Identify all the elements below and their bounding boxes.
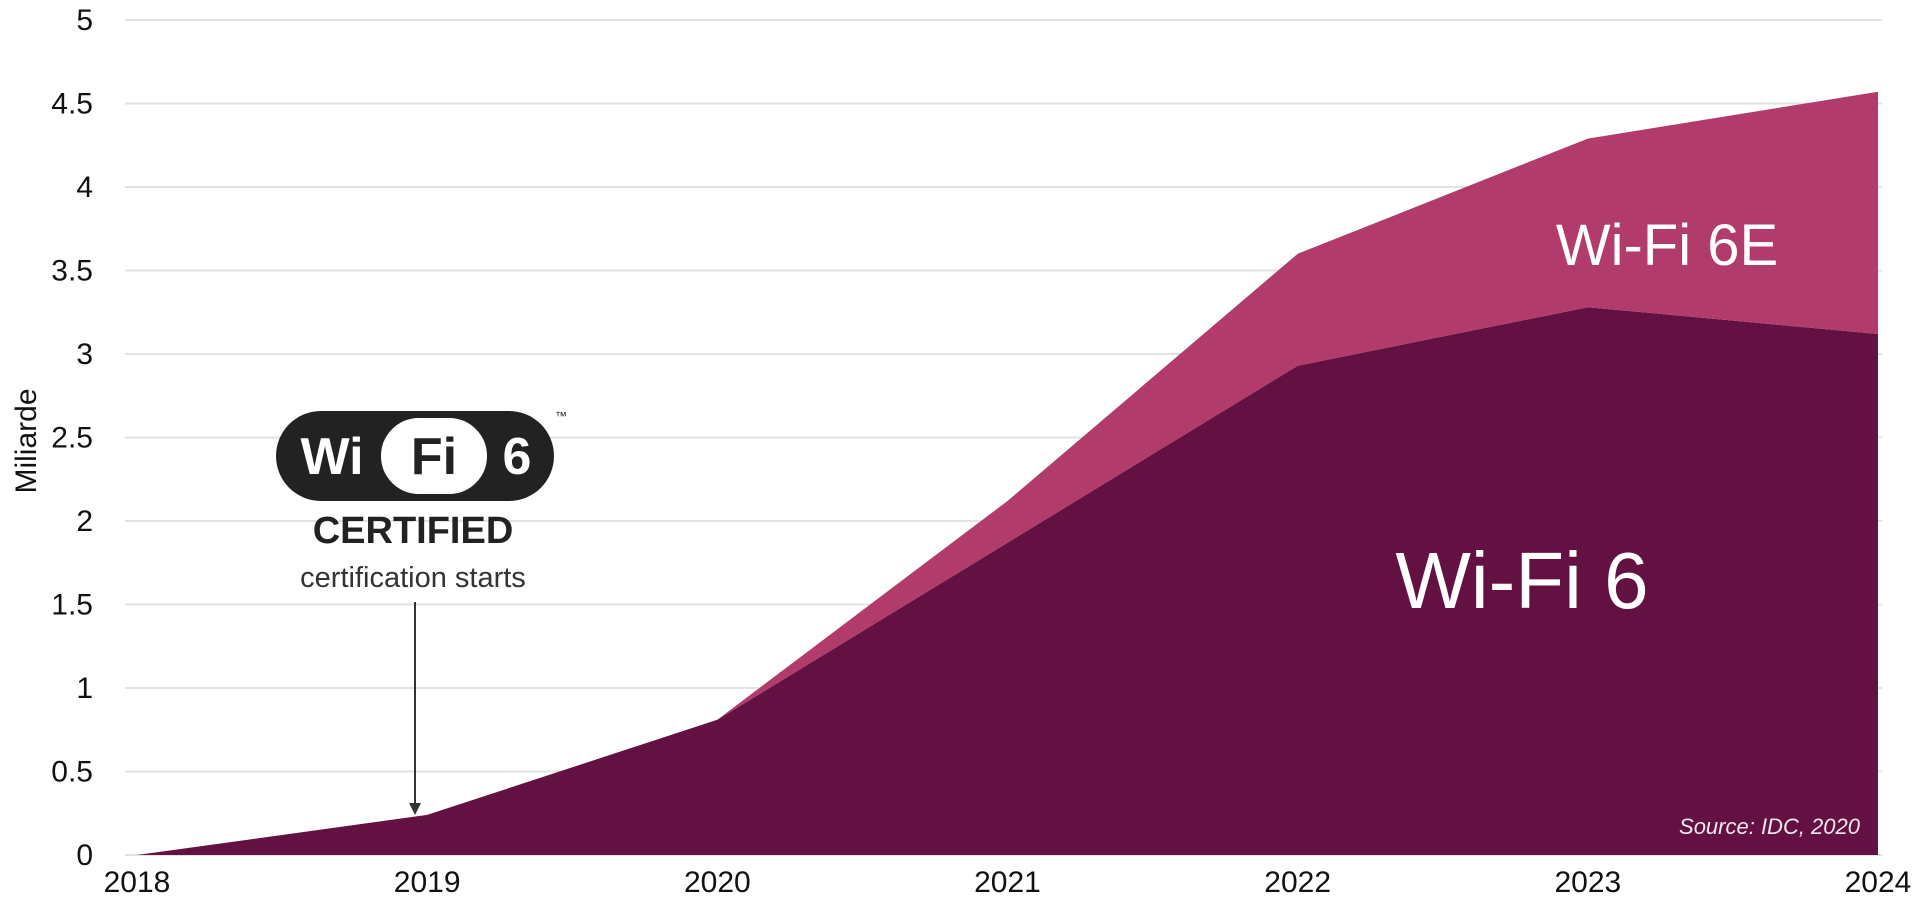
logo-wi-text: Wi — [300, 428, 363, 486]
y-axis-label: Miliarde — [10, 388, 43, 493]
y-axis-ticks: 0 0.5 1 1.5 2 2.5 3 3.5 4 4.5 5 — [51, 4, 93, 872]
area-series-wi-fi-6e — [137, 91, 1878, 855]
y-tick-label: 2.5 — [51, 422, 93, 455]
y-tick-label: 2 — [76, 505, 93, 538]
series-label-wifi6: Wi-Fi 6 — [1395, 536, 1648, 625]
logo-fi-text: Fi — [411, 428, 457, 486]
stacked-areas — [137, 91, 1878, 855]
logo-tm-text: ™ — [555, 409, 567, 423]
wifi6-certified-logo: Wi Fi 6 ™ CERTIFIED — [276, 409, 567, 552]
certification-arrow-head — [409, 803, 421, 815]
x-tick-label: 2023 — [1554, 866, 1621, 899]
y-tick-label: 3.5 — [51, 255, 93, 288]
certification-annotation-text: certification starts — [300, 562, 526, 594]
x-axis-ticks: 2018 2019 2020 2021 2022 2023 2024 — [104, 866, 1912, 899]
y-tick-label: 3 — [76, 338, 93, 371]
x-tick-label: 2022 — [1264, 866, 1331, 899]
y-tick-label: 1 — [76, 672, 93, 705]
series-label-wifi6e: Wi-Fi 6E — [1556, 213, 1778, 278]
y-tick-label: 1.5 — [51, 589, 93, 622]
x-tick-label: 2024 — [1845, 866, 1912, 899]
source-note: Source: IDC, 2020 — [1679, 814, 1861, 839]
y-tick-label: 0.5 — [51, 756, 93, 789]
logo-six-text: 6 — [503, 428, 532, 486]
x-tick-label: 2019 — [394, 866, 461, 899]
y-tick-label: 4.5 — [51, 88, 93, 121]
x-tick-label: 2018 — [104, 866, 171, 899]
logo-certified-text: CERTIFIED — [313, 510, 514, 552]
y-tick-label: 4 — [76, 171, 93, 204]
logo-fi-pill — [377, 414, 491, 498]
x-tick-label: 2021 — [974, 866, 1041, 899]
x-tick-label: 2020 — [684, 866, 751, 899]
y-tick-label: 0 — [76, 839, 93, 872]
area-series-wi-fi-6 — [137, 307, 1878, 855]
y-tick-label: 5 — [76, 4, 93, 37]
